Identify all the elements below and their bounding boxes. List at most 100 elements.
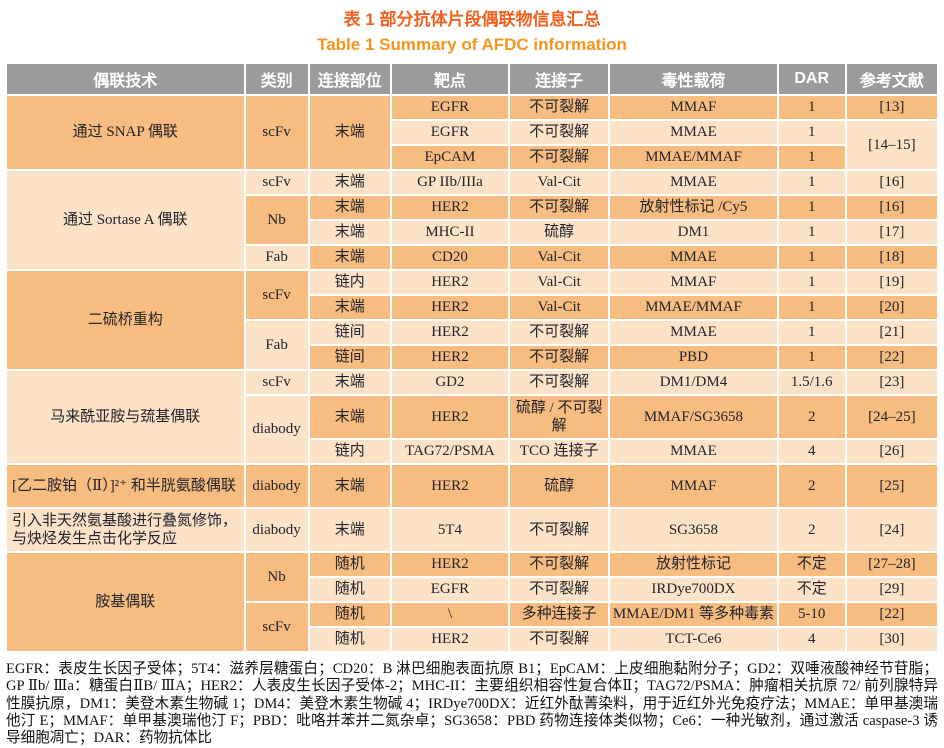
cell-site: 末端 <box>309 171 390 194</box>
cell-tech: 二硫桥重构 <box>7 271 244 369</box>
col-header-dar: DAR <box>778 64 845 94</box>
cell-site: 随机 <box>309 553 390 576</box>
cell-category: Fab <box>245 246 308 269</box>
cell-ref: [21] <box>846 321 937 344</box>
cell-site: 随机 <box>309 578 390 601</box>
cell-tech: 引入非天然氨基酸进行叠氮修饰，与炔烃发生点击化学反应 <box>7 509 244 551</box>
cell-linker: Val-Cit <box>510 246 609 269</box>
cell-ref: [22] <box>846 603 937 626</box>
cell-target: EGFR <box>391 96 509 119</box>
cell-linker: 多种连接子 <box>510 603 609 626</box>
cell-target: GD2 <box>391 371 509 394</box>
cell-site: 链间 <box>309 321 390 344</box>
cell-ref: [18] <box>846 246 937 269</box>
table-row: 马来酰亚胺与巯基偶联 scFv 末端 GD2 不可裂解 DM1/DM4 1.5/… <box>7 371 937 463</box>
cell-tech: 通过 Sortase A 偶联 <box>7 171 244 269</box>
cell-payload: TCT-Ce6 <box>610 628 777 651</box>
cell-payload: MMAF <box>610 96 777 119</box>
cell-ref: [29] <box>846 578 937 601</box>
table-row: diabody 末端 HER2 硫醇 / 不可裂解 MMAF/SG3658 2 … <box>7 396 937 463</box>
cell-site: 链间 <box>309 346 390 369</box>
cell-dar: 1 <box>778 221 845 244</box>
table-footnote: EGFR：表皮生长因子受体；5T4：滋养层糖蛋白；CD20：B 淋巴细胞表面抗原… <box>6 661 938 747</box>
cell-payload: SG3658 <box>610 509 777 551</box>
cell-target: HER2 <box>391 296 509 319</box>
cell-ref: [24] <box>846 509 937 551</box>
cell-site: 末端 <box>309 221 390 244</box>
cell-linker: 不可裂解 <box>510 578 609 601</box>
cell-category: diabody <box>245 509 308 551</box>
cell-ref: [23] <box>846 371 937 394</box>
cell-ref: [25] <box>846 465 937 507</box>
cell-dar: 1 <box>778 96 845 119</box>
cell-category: scFv <box>245 603 308 651</box>
cell-payload: MMAE <box>610 440 777 463</box>
cell-target: TAG72/PSMA <box>391 440 509 463</box>
cell-linker: Val-Cit <box>510 171 609 194</box>
cell-linker: 不可裂解 <box>510 346 609 369</box>
cell-target: HER2 <box>391 196 509 219</box>
cell-dar: 1 <box>778 246 845 269</box>
cell-dar: 2 <box>778 465 845 507</box>
cell-payload: MMAE <box>610 171 777 194</box>
table-row: 末端 HER2 Val-Cit MMAE/MMAF 1 [20] <box>7 296 937 319</box>
cell-ref: [16] <box>846 171 937 194</box>
cell-ref: [20] <box>846 296 937 319</box>
cell-ref: [24–25] <box>846 396 937 438</box>
cell-target: 5T4 <box>391 509 509 551</box>
table-row: 通过 Sortase A 偶联 scFv 末端 GP IIb/IIIa Val-… <box>7 171 937 269</box>
table-row: Fab 链间 HER2 不可裂解 MMAE 1 [21] <box>7 321 937 369</box>
cell-category: diabody <box>245 396 308 463</box>
cell-payload: MMAF/SG3658 <box>610 396 777 438</box>
cell-payload: MMAE <box>610 321 777 344</box>
cell-linker: TCO 连接子 <box>510 440 609 463</box>
cell-category: diabody <box>245 465 308 507</box>
cell-ref: [27–28] <box>846 553 937 576</box>
cell-linker: 不可裂解 <box>510 371 609 394</box>
cell-dar: 不定 <box>778 553 845 576</box>
cell-ref: [13] <box>846 96 937 119</box>
col-header-linker: 连接子 <box>510 64 609 94</box>
col-header-site: 连接部位 <box>309 64 390 94</box>
cell-payload: DM1/DM4 <box>610 371 777 394</box>
cell-tech: [乙二胺铂（Ⅱ）]²⁺ 和半胱氨酸偶联 <box>7 465 244 507</box>
cell-payload: 放射性标记 /Cy5 <box>610 196 777 219</box>
cell-linker: Val-Cit <box>510 271 609 294</box>
cell-tech: 通过 SNAP 偶联 <box>7 96 244 169</box>
cell-target: HER2 <box>391 346 509 369</box>
cell-payload: MMAE/DM1 等多种毒素 <box>610 603 777 626</box>
cell-ref: [14–15] <box>846 121 937 169</box>
table-row: 胺基偶联 Nb 随机 HER2 不可裂解 放射性标记 不定 [27–28] <box>7 553 937 651</box>
cell-target: EpCAM <box>391 146 509 169</box>
cell-site: 随机 <box>309 603 390 626</box>
cell-dar: 不定 <box>778 578 845 601</box>
cell-ref: [26] <box>846 440 937 463</box>
cell-target: \ <box>391 603 509 626</box>
cell-dar: 1 <box>778 346 845 369</box>
cell-site: 末端 <box>309 296 390 319</box>
cell-site: 末端 <box>309 96 390 169</box>
cell-dar: 1.5/1.6 <box>778 371 845 394</box>
cell-target: HER2 <box>391 396 509 438</box>
table-row: Fab 末端 CD20 Val-Cit MMAE 1 [18] <box>7 246 937 269</box>
cell-site: 末端 <box>309 509 390 551</box>
header-row: 偶联技术 类别 连接部位 靶点 连接子 毒性载荷 DAR 参考文献 <box>7 64 937 94</box>
cell-target: HER2 <box>391 271 509 294</box>
cell-ref: [22] <box>846 346 937 369</box>
cell-target: EGFR <box>391 578 509 601</box>
cell-category: Nb <box>245 553 308 601</box>
table-row: 通过 SNAP 偶联 scFv 末端 EGFR 不可裂解 MMAF 1 [13] <box>7 96 937 169</box>
cell-dar: 4 <box>778 628 845 651</box>
table-row: scFv 随机 \ 多种连接子 MMAE/DM1 等多种毒素 5-10 [22] <box>7 603 937 651</box>
table-titles: 表 1 部分抗体片段偶联物信息汇总 Table 1 Summary of AFD… <box>0 0 944 55</box>
cell-payload: MMAF <box>610 271 777 294</box>
col-header-category: 类别 <box>245 64 308 94</box>
cell-category: Nb <box>245 196 308 244</box>
col-header-tech: 偶联技术 <box>7 64 244 94</box>
cell-dar: 5-10 <box>778 603 845 626</box>
table-row: 末端 MHC-II 硫醇 DM1 1 [17] <box>7 221 937 244</box>
cell-dar: 2 <box>778 396 845 438</box>
cell-site: 末端 <box>309 371 390 394</box>
afdc-table: 偶联技术 类别 连接部位 靶点 连接子 毒性载荷 DAR 参考文献 通过 SNA… <box>5 62 939 653</box>
cell-ref: [30] <box>846 628 937 651</box>
